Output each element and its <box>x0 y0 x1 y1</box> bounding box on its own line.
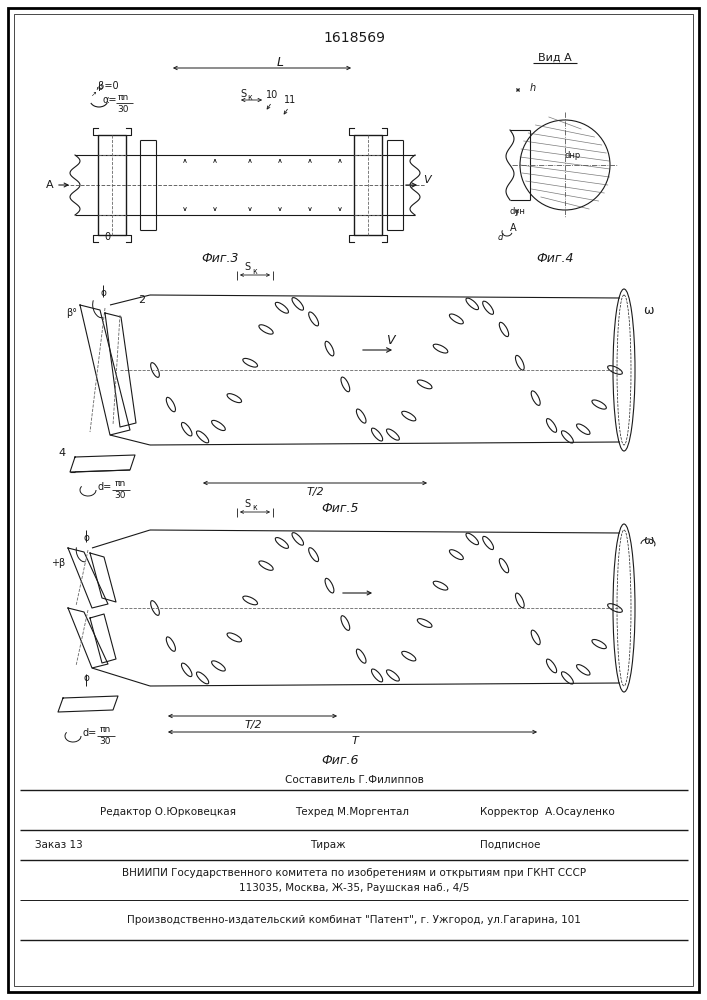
Text: dун: dун <box>509 208 525 217</box>
Text: ,β=0: ,β=0 <box>95 81 119 91</box>
Text: 30: 30 <box>117 104 129 113</box>
Text: T/2: T/2 <box>306 487 324 497</box>
Text: к: к <box>252 504 257 512</box>
Text: ω: ω <box>643 534 653 546</box>
Text: к: к <box>247 93 252 102</box>
Text: 1618569: 1618569 <box>323 31 385 45</box>
Text: A: A <box>46 180 54 190</box>
Text: πn: πn <box>117 94 129 103</box>
Text: Подписное: Подписное <box>480 840 540 850</box>
Text: Фиг.6: Фиг.6 <box>321 754 358 766</box>
Text: o: o <box>83 533 89 543</box>
Text: d=: d= <box>83 728 97 738</box>
Text: 30: 30 <box>115 491 126 500</box>
Text: o: o <box>100 288 106 298</box>
Text: 11: 11 <box>284 95 296 105</box>
Text: Вид А: Вид А <box>538 53 572 63</box>
Text: πn: πn <box>115 480 126 488</box>
Text: S: S <box>240 89 246 99</box>
Text: h: h <box>530 83 536 93</box>
Text: 0: 0 <box>104 232 110 242</box>
Text: Производственно-издательский комбинат "Патент", г. Ужгород, ул.Гагарина, 101: Производственно-издательский комбинат "П… <box>127 915 581 925</box>
Text: d=: d= <box>98 482 112 492</box>
Text: Составитель Г.Филиппов: Составитель Г.Филиппов <box>284 775 423 785</box>
Text: Тираж: Тираж <box>310 840 346 850</box>
Text: Редактор О.Юрковецкая: Редактор О.Юрковецкая <box>100 807 236 817</box>
Text: Фиг.5: Фиг.5 <box>321 502 358 514</box>
Text: d: d <box>497 233 503 242</box>
Text: S: S <box>244 499 250 509</box>
Text: S: S <box>244 262 250 272</box>
Text: 4: 4 <box>59 448 66 458</box>
Text: 2: 2 <box>139 295 146 305</box>
Text: o: o <box>98 84 103 93</box>
Text: o: o <box>83 673 89 683</box>
Text: β°: β° <box>66 308 78 318</box>
Text: 113035, Москва, Ж-35, Раушская наб., 4/5: 113035, Москва, Ж-35, Раушская наб., 4/5 <box>239 883 469 893</box>
Text: α=: α= <box>103 95 117 105</box>
Text: T/2: T/2 <box>244 720 262 730</box>
Text: V: V <box>423 175 431 185</box>
Text: ВНИИПИ Государственного комитета по изобретениям и открытиям при ГКНТ СССР: ВНИИПИ Государственного комитета по изоб… <box>122 868 586 878</box>
Text: V: V <box>386 334 395 347</box>
Text: Заказ 13: Заказ 13 <box>35 840 83 850</box>
Text: 10: 10 <box>266 90 278 100</box>
Text: к: к <box>252 266 257 275</box>
Text: Фиг.3: Фиг.3 <box>201 251 239 264</box>
Text: 30: 30 <box>99 738 111 746</box>
Text: Фиг.4: Фиг.4 <box>536 251 574 264</box>
Text: dнр: dнр <box>565 150 581 159</box>
Text: +β: +β <box>51 558 65 568</box>
Text: πn: πn <box>100 726 110 734</box>
Text: L: L <box>276 55 284 68</box>
Text: ω: ω <box>643 304 653 316</box>
Text: T: T <box>351 736 358 746</box>
Text: ↗: ↗ <box>91 91 97 97</box>
Text: Техред М.Моргентал: Техред М.Моргентал <box>295 807 409 817</box>
Text: Корректор  А.Осауленко: Корректор А.Осауленко <box>480 807 615 817</box>
Text: A: A <box>510 223 516 233</box>
